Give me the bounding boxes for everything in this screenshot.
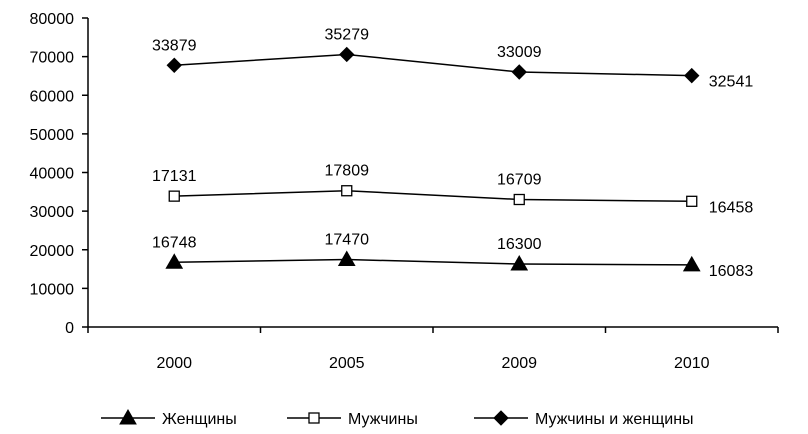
data-point [510, 255, 529, 271]
data-point [511, 64, 527, 80]
y-tick-label: 60000 [30, 88, 75, 105]
x-tick-label: 2009 [501, 355, 537, 372]
series-line [174, 53, 692, 77]
y-tick-label: 70000 [30, 50, 75, 67]
series-line [174, 189, 692, 203]
data-point [166, 57, 182, 73]
data-point [341, 185, 353, 197]
x-tick-label: 2005 [329, 355, 365, 372]
data-point [686, 195, 698, 207]
data-label: 17470 [325, 232, 370, 249]
data-label: 33009 [497, 44, 542, 61]
data-label: 16083 [709, 263, 754, 280]
y-tick-label: 20000 [30, 243, 75, 260]
legend-label: Мужчины и женщины [535, 411, 694, 428]
data-point [337, 250, 356, 267]
y-tick-label: 50000 [30, 127, 75, 144]
data-labels: 16748 17470 16300 16083 17131 17809 16709 16458… [152, 26, 753, 279]
data-point [513, 193, 525, 206]
x-axis-ticks: 2000 2005 2009 2010 [87, 327, 779, 372]
data-point [339, 46, 355, 63]
data-label: 16709 [497, 172, 542, 189]
data-point [165, 253, 184, 269]
data-point [168, 190, 180, 202]
data-label: 16300 [497, 236, 542, 253]
series-group [165, 46, 701, 272]
legend-marker [119, 408, 137, 425]
y-tick-label: 30000 [30, 204, 75, 221]
data-label: 32541 [709, 74, 754, 91]
legend-marker [308, 412, 320, 424]
y-tick-label: 40000 [30, 166, 75, 183]
y-tick-label: 0 [65, 320, 74, 337]
legend-label: Женщины [162, 411, 237, 428]
x-tick-label: 2000 [156, 355, 192, 372]
y-tick-label: 80000 [30, 11, 75, 28]
data-label: 16748 [152, 234, 197, 251]
data-label: 33879 [152, 37, 197, 54]
y-tick-label: 10000 [30, 281, 75, 298]
data-label: 17131 [152, 168, 197, 185]
data-label: 35279 [325, 26, 370, 43]
data-point [682, 255, 701, 272]
data-label: 16458 [709, 199, 754, 216]
legend-marker [493, 410, 509, 426]
data-point [684, 67, 700, 84]
legend-label: Мужчины [348, 411, 418, 428]
series-line [174, 258, 692, 266]
legend: Женщины Мужчины Мужчины и женщины [101, 408, 694, 428]
data-label: 17809 [325, 163, 370, 180]
x-tick-label: 2010 [674, 355, 710, 372]
y-axis-ticks: 0 10000 20000 30000 40000 50000 60000 70000 8000… [30, 11, 88, 337]
